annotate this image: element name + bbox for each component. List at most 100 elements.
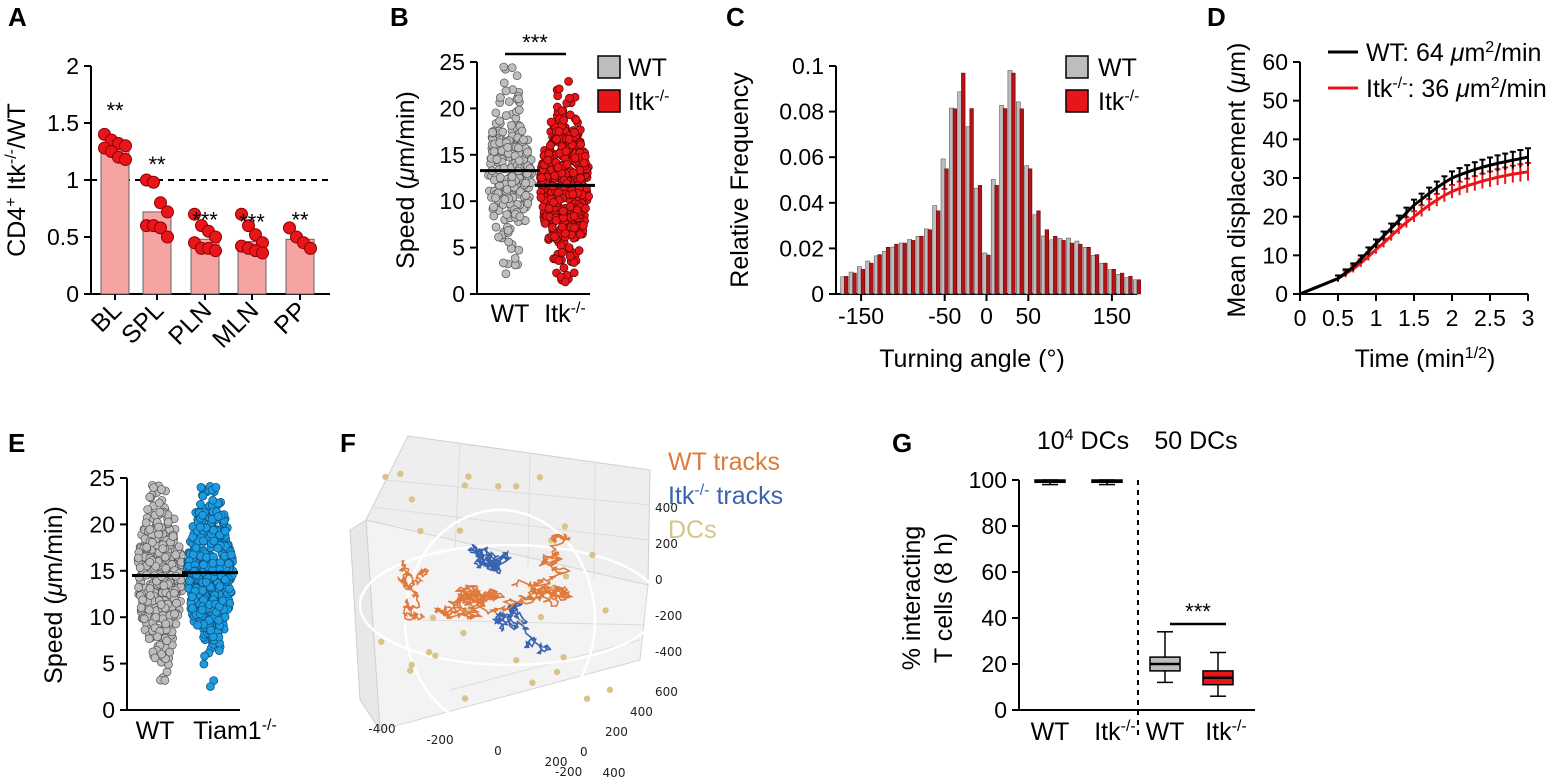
f-axis-ticks: 4002000-200-400-400-20002004006004002000… bbox=[368, 501, 682, 780]
b-wt-pt-108 bbox=[491, 222, 501, 232]
d-xtick-label-1: 0.5 bbox=[1322, 305, 1354, 331]
b-itk-pt-235 bbox=[569, 258, 579, 267]
d-leg-itk-3: : 36 bbox=[1408, 75, 1457, 103]
c-legend-wt: WT bbox=[1098, 54, 1137, 82]
a-sig-PLN: *** bbox=[192, 207, 218, 232]
e-wt-pt-416 bbox=[158, 544, 168, 554]
e-wt-pt-419 bbox=[156, 600, 166, 609]
c-xtick-label-3: 50 bbox=[1016, 303, 1042, 329]
e-wt-pt-412 bbox=[161, 619, 171, 629]
b-itk-pt-364 bbox=[579, 158, 589, 168]
b-wt-pt-240 bbox=[519, 135, 528, 145]
g-cat-3-sup: -/- bbox=[1232, 718, 1247, 735]
b-cat-1-sup: -/- bbox=[571, 300, 586, 317]
b-wt-pt-251 bbox=[523, 147, 532, 157]
f-dc-19 bbox=[583, 695, 591, 702]
d-leg-itk-6: 2 bbox=[1491, 75, 1500, 92]
e-tiam-pt-398 bbox=[185, 576, 194, 586]
c-y-axis-label: Relative Frequency bbox=[726, 72, 754, 288]
b-wt-pt-173 bbox=[517, 126, 527, 136]
f-y-tick-1: 400 bbox=[630, 705, 653, 719]
b-itk-pt-79 bbox=[574, 246, 584, 255]
c-xtick-label-0: -150 bbox=[838, 303, 884, 329]
a-y-ticks: 0 0.5 1 1.5 2 bbox=[47, 53, 91, 307]
e-tiam-pt-342 bbox=[196, 483, 206, 492]
b-itk-pt-378 bbox=[550, 232, 559, 242]
c-bar-itk-100 bbox=[1069, 242, 1075, 295]
d-y-tick-label-4: 40 bbox=[1262, 126, 1288, 152]
f-dc-0 bbox=[429, 614, 437, 622]
b-wt-pt-247 bbox=[498, 127, 508, 137]
f-track-itk-1 bbox=[467, 543, 512, 575]
d-leg-itk-1: Itk bbox=[1366, 75, 1393, 103]
d-xlabel-3: ) bbox=[1487, 345, 1495, 373]
a-point-PLN-7 bbox=[209, 244, 222, 258]
f-ring-2 bbox=[403, 508, 597, 732]
b-wt-pt-245 bbox=[504, 237, 513, 247]
e-tiam-pt-358 bbox=[198, 510, 208, 520]
c-bar-itk-170 bbox=[1128, 276, 1133, 295]
e-wt-pt-414 bbox=[145, 591, 155, 600]
e-y-tick-label-2: 10 bbox=[89, 604, 115, 630]
panel-d: D 0 10 20 30 40 50 60 0 0.5 1 1.5 2 2.5 3 Time (min1/… bbox=[1207, 2, 1547, 373]
f-x-tick-1: -200 bbox=[426, 733, 453, 747]
g-y-ticks: 0 20 40 60 80 100 bbox=[969, 467, 1019, 723]
e-y-tick-label-3: 15 bbox=[89, 558, 115, 584]
e-wt-pt-411 bbox=[138, 595, 148, 605]
c-y-tick-label-3: 0.06 bbox=[779, 144, 824, 170]
f-dc-16 bbox=[560, 654, 567, 661]
f-dc-9 bbox=[408, 661, 415, 669]
g-grp1-1: 10 bbox=[1037, 427, 1065, 455]
b-wt-pt-127 bbox=[504, 97, 514, 107]
e-tiam-pt-390 bbox=[220, 526, 230, 536]
f-dc-18 bbox=[606, 686, 614, 694]
e-wt-pt-334 bbox=[168, 532, 178, 541]
b-wt-pt-212 bbox=[495, 173, 505, 183]
d-xtick-label-4: 2 bbox=[1446, 305, 1459, 331]
b-wt-pt-244 bbox=[521, 191, 531, 200]
panel-f: F 4002000-200-400-400-200020040060040020… bbox=[340, 428, 783, 780]
e-tiam-pt-411 bbox=[209, 536, 219, 546]
f-dc-11 bbox=[460, 629, 467, 637]
e-wt-pt-133 bbox=[162, 667, 172, 677]
e-wt-pt-380 bbox=[171, 550, 181, 560]
c-bar-itk-70 bbox=[1044, 229, 1049, 295]
g-grp1-3: DCs bbox=[1074, 427, 1130, 455]
b-itk-pt-332 bbox=[551, 216, 561, 225]
f-z-tick-2: 0 bbox=[655, 573, 663, 587]
b-itk-pt-365 bbox=[569, 168, 578, 178]
b-itk-pt-337 bbox=[564, 135, 574, 144]
c-bar-itk-130 bbox=[1094, 254, 1100, 295]
e-wt-pt-394 bbox=[154, 529, 164, 539]
panel-label-f: F bbox=[340, 428, 356, 458]
b-y-tick-label-4: 20 bbox=[439, 95, 465, 121]
b-y-axis-label: Speed (μm/min) bbox=[392, 91, 420, 269]
b-wt-pt-196 bbox=[510, 253, 520, 263]
f-dc-10 bbox=[432, 652, 439, 659]
b-itk-pt-376 bbox=[576, 140, 586, 149]
f-z-tick-3: -200 bbox=[655, 609, 682, 623]
c-bar-itk-80 bbox=[1053, 235, 1058, 295]
d-line-1 bbox=[1299, 170, 1529, 296]
d-ylabel-1: Mean displacement ( bbox=[1223, 85, 1251, 318]
a-y-axis-label: CD4+ Itk-/-/WT bbox=[3, 103, 31, 257]
g-cat-1: Itk-/- bbox=[1094, 718, 1136, 746]
a-bars: ******* *** ** bbox=[98, 98, 317, 295]
b-wt-pt-138 bbox=[496, 93, 505, 102]
d-lines bbox=[1299, 147, 1531, 296]
a-ylabel-2: + bbox=[3, 197, 20, 206]
e-tiam-pt-414 bbox=[218, 596, 228, 606]
e-ylabel-2: μ bbox=[40, 582, 68, 597]
g-significance: *** bbox=[1185, 599, 1211, 624]
b-wt-pt-213 bbox=[514, 143, 523, 153]
f-dc-15 bbox=[406, 667, 414, 674]
b-itk-pt-325 bbox=[547, 223, 557, 232]
a-point-PP-3 bbox=[304, 241, 317, 255]
d-leg-wt-4: 2 bbox=[1485, 39, 1494, 56]
f-dc-24 bbox=[548, 536, 555, 544]
a-y-tick-label-1: 0.5 bbox=[47, 224, 79, 250]
e-tiam-pt-413 bbox=[196, 500, 205, 509]
d-y-tick-label-6: 60 bbox=[1262, 49, 1288, 75]
b-itk-pt-371 bbox=[544, 204, 554, 213]
